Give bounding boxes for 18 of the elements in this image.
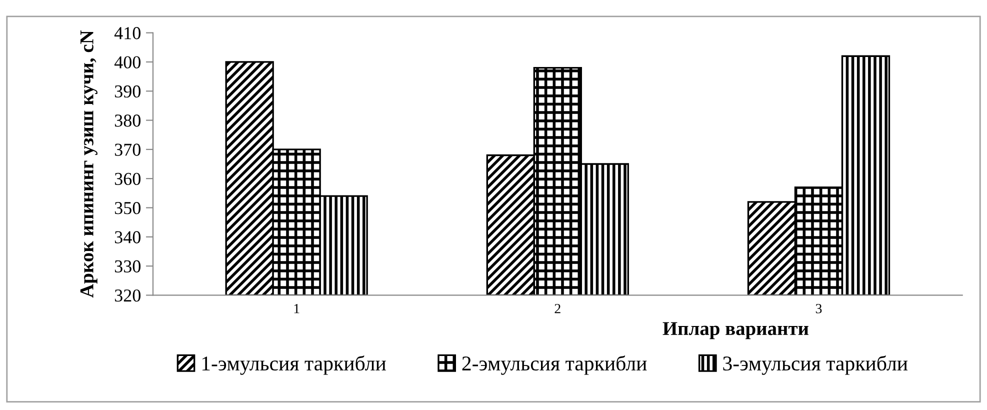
y-tick-label: 380: [114, 114, 140, 127]
x-axis-title: Иплар варианти: [662, 322, 808, 340]
y-tick-label: 340: [114, 231, 140, 244]
y-tick-label: 350: [114, 202, 140, 214]
y-axis-title: Аркок ипининг узиш кучи, cN: [80, 30, 98, 298]
x-tick-label: 1: [294, 304, 300, 314]
legend-label: 2-эмульсия таркибли: [462, 355, 647, 375]
x-tick-label: 3: [816, 304, 822, 314]
x-tick-label: 2: [554, 304, 560, 314]
y-tick-label: 370: [114, 144, 140, 156]
legend-label: 1-эмульсия таркибли: [202, 355, 386, 375]
y-tick-label: 390: [114, 85, 140, 98]
y-tick-label: 330: [114, 260, 140, 272]
y-tick-label: 360: [114, 172, 140, 186]
y-tick-label: 320: [114, 289, 140, 302]
y-tick-label: 410: [114, 27, 140, 40]
y-tick-label: 400: [114, 56, 140, 68]
legend-label: 3-эмульсия таркибли: [723, 355, 908, 375]
